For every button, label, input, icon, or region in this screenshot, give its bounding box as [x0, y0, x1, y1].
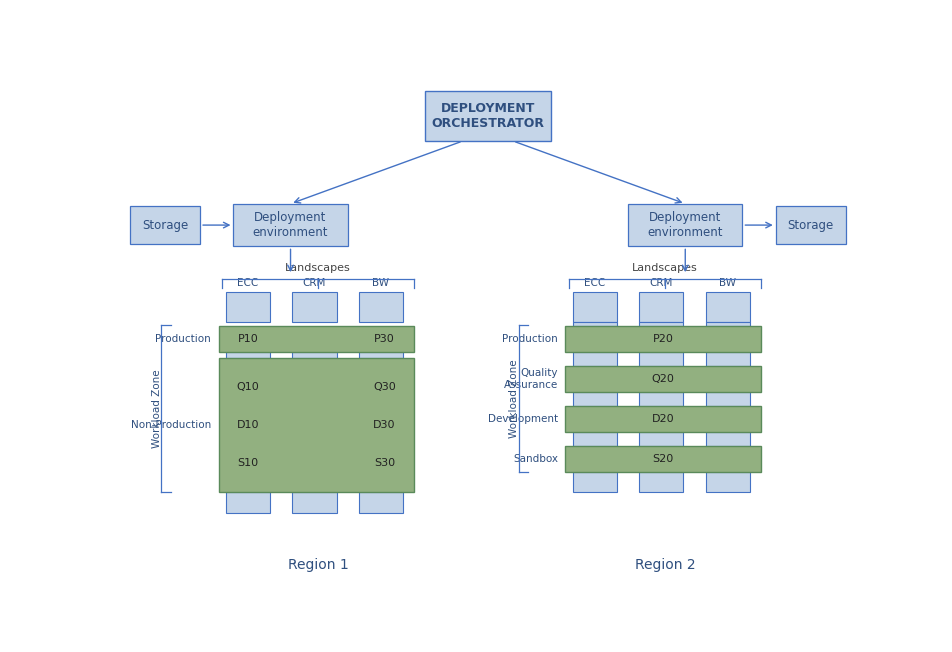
FancyBboxPatch shape: [219, 326, 414, 352]
FancyBboxPatch shape: [639, 472, 684, 492]
Text: Development: Development: [487, 414, 558, 424]
FancyBboxPatch shape: [639, 321, 684, 326]
Text: D20: D20: [652, 414, 674, 424]
Text: BW: BW: [372, 278, 389, 288]
Text: Storage: Storage: [142, 218, 188, 231]
Text: Region 2: Region 2: [635, 558, 695, 572]
Text: DEPLOYMENT
ORCHESTRATOR: DEPLOYMENT ORCHESTRATOR: [431, 102, 545, 130]
Text: S10: S10: [238, 458, 259, 468]
FancyBboxPatch shape: [359, 291, 403, 321]
Text: Deployment
environment: Deployment environment: [253, 211, 328, 239]
Text: P30: P30: [374, 334, 395, 344]
FancyBboxPatch shape: [226, 291, 270, 321]
Text: Production: Production: [503, 334, 558, 344]
Text: Q10: Q10: [237, 383, 260, 393]
FancyBboxPatch shape: [705, 321, 750, 326]
Text: Sandbox: Sandbox: [513, 454, 558, 464]
FancyBboxPatch shape: [639, 392, 684, 406]
FancyBboxPatch shape: [219, 358, 414, 492]
FancyBboxPatch shape: [573, 291, 617, 321]
Text: D30: D30: [373, 420, 396, 430]
FancyBboxPatch shape: [705, 432, 750, 446]
Text: BW: BW: [719, 278, 736, 288]
FancyBboxPatch shape: [628, 203, 743, 246]
Text: Production: Production: [155, 334, 211, 344]
FancyBboxPatch shape: [426, 91, 550, 141]
FancyBboxPatch shape: [292, 492, 337, 512]
FancyBboxPatch shape: [130, 206, 200, 244]
Text: Deployment
environment: Deployment environment: [647, 211, 723, 239]
FancyBboxPatch shape: [573, 321, 617, 326]
FancyBboxPatch shape: [292, 291, 337, 321]
Text: Non-Production: Non-Production: [131, 420, 211, 430]
FancyBboxPatch shape: [226, 352, 270, 358]
FancyBboxPatch shape: [565, 326, 761, 352]
FancyBboxPatch shape: [705, 291, 750, 321]
FancyBboxPatch shape: [565, 406, 761, 432]
Text: Region 1: Region 1: [288, 558, 348, 572]
Text: Q20: Q20: [652, 374, 675, 384]
Text: Workload Zone: Workload Zone: [509, 359, 520, 438]
FancyBboxPatch shape: [226, 492, 270, 512]
FancyBboxPatch shape: [705, 392, 750, 406]
FancyBboxPatch shape: [573, 472, 617, 492]
FancyBboxPatch shape: [776, 206, 845, 244]
Text: ECC: ECC: [237, 278, 259, 288]
FancyBboxPatch shape: [639, 291, 684, 321]
Text: Q30: Q30: [373, 383, 396, 393]
FancyBboxPatch shape: [573, 432, 617, 446]
Text: Landscapes: Landscapes: [632, 263, 698, 273]
FancyBboxPatch shape: [705, 472, 750, 492]
Text: P10: P10: [238, 334, 259, 344]
FancyBboxPatch shape: [359, 492, 403, 512]
Text: Quality
Assurance: Quality Assurance: [504, 368, 558, 390]
Text: CRM: CRM: [303, 278, 327, 288]
Text: CRM: CRM: [649, 278, 673, 288]
FancyBboxPatch shape: [573, 352, 617, 366]
FancyBboxPatch shape: [565, 446, 761, 472]
FancyBboxPatch shape: [705, 352, 750, 366]
FancyBboxPatch shape: [292, 352, 337, 358]
FancyBboxPatch shape: [359, 352, 403, 358]
FancyBboxPatch shape: [639, 352, 684, 366]
Text: P20: P20: [653, 334, 674, 344]
FancyBboxPatch shape: [233, 203, 347, 246]
Text: Storage: Storage: [787, 218, 834, 231]
Text: Workload Zone: Workload Zone: [151, 370, 162, 448]
FancyBboxPatch shape: [573, 392, 617, 406]
Text: ECC: ECC: [585, 278, 605, 288]
FancyBboxPatch shape: [639, 432, 684, 446]
Text: Landscapes: Landscapes: [286, 263, 351, 273]
Text: S20: S20: [652, 454, 674, 464]
Text: D10: D10: [237, 420, 259, 430]
Text: S30: S30: [374, 458, 395, 468]
FancyBboxPatch shape: [565, 366, 761, 392]
